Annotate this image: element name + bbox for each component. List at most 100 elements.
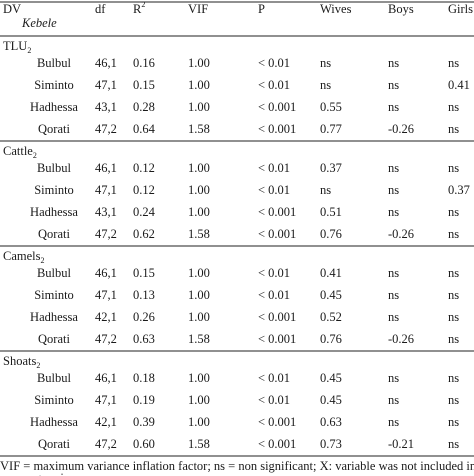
cell: < 0.001 bbox=[258, 205, 296, 219]
cell: -0.26 bbox=[388, 227, 414, 241]
group-label-base: Cattle bbox=[3, 144, 33, 158]
cell: 0.45 bbox=[320, 371, 342, 385]
cell: 47,2 bbox=[95, 227, 117, 241]
header-dv: DV bbox=[3, 2, 21, 16]
cell: ns bbox=[388, 205, 399, 219]
cell: < 0.001 bbox=[258, 122, 296, 136]
group-label-base: Shoats bbox=[3, 354, 36, 368]
header-vif: VIF bbox=[188, 2, 208, 16]
cell: 0.37 bbox=[320, 161, 342, 175]
cell: 1.00 bbox=[188, 78, 210, 92]
cell: ns bbox=[388, 415, 399, 429]
header-wives: Wives bbox=[320, 2, 352, 16]
cell: ns bbox=[448, 371, 459, 385]
cell: ns bbox=[448, 122, 459, 136]
kebele-name: Bulbul bbox=[37, 371, 72, 385]
cell: ns bbox=[388, 266, 399, 280]
cell: 47,2 bbox=[95, 437, 117, 451]
kebele-name: Siminto bbox=[34, 393, 74, 407]
cell: < 0.001 bbox=[258, 332, 296, 346]
cell: 42,1 bbox=[95, 415, 117, 429]
cell: < 0.01 bbox=[258, 56, 290, 70]
cell: 1.58 bbox=[188, 332, 210, 346]
cell: 0.41 bbox=[320, 266, 342, 280]
cell: ns bbox=[388, 393, 399, 407]
cell: < 0.001 bbox=[258, 437, 296, 451]
cell: 0.12 bbox=[133, 183, 155, 197]
cell: 46,1 bbox=[95, 266, 117, 280]
cell: 1.00 bbox=[188, 288, 210, 302]
cell: 0.39 bbox=[133, 415, 155, 429]
kebele-name: Hadhessa bbox=[30, 310, 78, 324]
cell: 47,1 bbox=[95, 288, 117, 302]
group-label: Cattle2 bbox=[3, 144, 37, 160]
cell: ns bbox=[448, 161, 459, 175]
group-label-sub: 2 bbox=[33, 151, 37, 160]
cell: 0.63 bbox=[320, 415, 342, 429]
cell: ns bbox=[448, 437, 459, 451]
cell: 0.26 bbox=[133, 310, 155, 324]
cell: 47,1 bbox=[95, 78, 117, 92]
header-df: df bbox=[95, 2, 106, 16]
group-label: TLU2 bbox=[3, 39, 31, 55]
footnote-line: regression. bbox=[25, 471, 80, 476]
cell: 0.15 bbox=[133, 266, 155, 280]
cell: 1.58 bbox=[188, 227, 210, 241]
cell: ns bbox=[448, 266, 459, 280]
cell: < 0.01 bbox=[258, 288, 290, 302]
cell: ns bbox=[388, 161, 399, 175]
cell: ns bbox=[448, 288, 459, 302]
cell: ns bbox=[388, 78, 399, 92]
cell: 1.00 bbox=[188, 100, 210, 114]
cell: < 0.001 bbox=[258, 100, 296, 114]
header-girls: Girls bbox=[448, 2, 473, 16]
cell: 1.00 bbox=[188, 393, 210, 407]
cell: 43,1 bbox=[95, 100, 117, 114]
group-label-base: Camels bbox=[3, 249, 41, 263]
header-r2-sup: 2 bbox=[141, 0, 145, 9]
cell: 0.51 bbox=[320, 205, 342, 219]
kebele-name: Qorati bbox=[38, 227, 70, 241]
cell: 0.16 bbox=[133, 56, 155, 70]
cell: ns bbox=[388, 310, 399, 324]
kebele-name: Siminto bbox=[34, 183, 74, 197]
cell: 46,1 bbox=[95, 371, 117, 385]
cell: < 0.01 bbox=[258, 393, 290, 407]
cell: 1.00 bbox=[188, 371, 210, 385]
cell: 0.45 bbox=[320, 393, 342, 407]
cell: 0.15 bbox=[133, 78, 155, 92]
cell: 0.55 bbox=[320, 100, 342, 114]
cell: ns bbox=[320, 78, 331, 92]
header-p: P bbox=[258, 2, 265, 16]
cell: 0.12 bbox=[133, 161, 155, 175]
cell: ns bbox=[320, 56, 331, 70]
cell: 46,1 bbox=[95, 56, 117, 70]
cell: ns bbox=[448, 100, 459, 114]
cell: < 0.01 bbox=[258, 371, 290, 385]
cell: ns bbox=[448, 310, 459, 324]
group-label-sub: 2 bbox=[27, 46, 31, 55]
cell: 1.00 bbox=[188, 56, 210, 70]
cell: 47,2 bbox=[95, 122, 117, 136]
header-boys: Boys bbox=[388, 2, 414, 16]
header-r2: R2 bbox=[133, 0, 145, 16]
kebele-name: Bulbul bbox=[37, 56, 72, 70]
cell: < 0.001 bbox=[258, 310, 296, 324]
cell: 1.58 bbox=[188, 122, 210, 136]
cell: 46,1 bbox=[95, 161, 117, 175]
cell: < 0.01 bbox=[258, 266, 290, 280]
cell: 0.76 bbox=[320, 332, 342, 346]
footnote-line: VIF = maximum variance inflation factor;… bbox=[0, 459, 474, 473]
group-label-sub: 2 bbox=[36, 361, 40, 370]
cell: 47,1 bbox=[95, 183, 117, 197]
cell: ns bbox=[448, 415, 459, 429]
cell: 0.76 bbox=[320, 227, 342, 241]
cell: 47,2 bbox=[95, 332, 117, 346]
cell: ns bbox=[388, 371, 399, 385]
cell: 43,1 bbox=[95, 205, 117, 219]
cell: 0.45 bbox=[320, 288, 342, 302]
cell: 1.00 bbox=[188, 415, 210, 429]
cell: ns bbox=[388, 288, 399, 302]
cell: 1.58 bbox=[188, 437, 210, 451]
